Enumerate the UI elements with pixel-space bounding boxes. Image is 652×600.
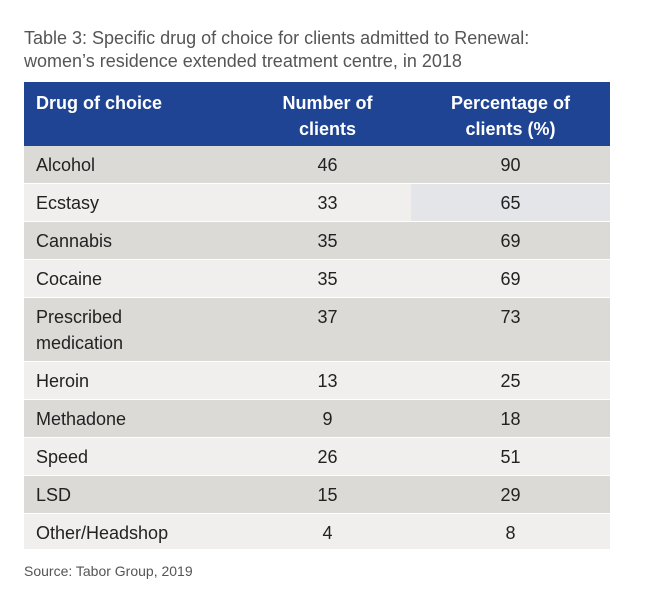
cell-drug: Cocaine — [24, 260, 244, 298]
header-number-line-1: Number of — [282, 93, 373, 113]
cell-number: 15 — [244, 476, 411, 514]
cell-percent: 65 — [411, 184, 610, 222]
cell-percent: 69 — [411, 260, 610, 298]
table-row: Prescribed medication 37 73 — [24, 298, 610, 362]
cell-number: 35 — [244, 222, 411, 260]
cell-number: 37 — [244, 298, 411, 362]
header-drug-of-choice: Drug of choice — [24, 82, 244, 146]
cell-number: 35 — [244, 260, 411, 298]
source-note: Source: Tabor Group, 2019 — [24, 563, 193, 579]
cell-number: 46 — [244, 146, 411, 184]
table-row: Speed 26 51 — [24, 438, 610, 476]
cell-percent: 69 — [411, 222, 610, 260]
header-number-of-clients: Number of clients — [244, 82, 411, 146]
cell-number: 9 — [244, 400, 411, 438]
cell-drug: Prescribed medication — [24, 298, 244, 362]
table-row: Methadone 9 18 — [24, 400, 610, 438]
cell-percent: 73 — [411, 298, 610, 362]
cell-number: 33 — [244, 184, 411, 222]
cell-drug: Methadone — [24, 400, 244, 438]
table-row: LSD 15 29 — [24, 476, 610, 514]
cell-percent: 18 — [411, 400, 610, 438]
table-header-row: Drug of choice Number of clients Percent… — [24, 82, 610, 146]
table-row: Heroin 13 25 — [24, 362, 610, 400]
cell-percent: 25 — [411, 362, 610, 400]
table-row: Other/Headshop 4 8 — [24, 514, 610, 550]
cell-drug: Speed — [24, 438, 244, 476]
cell-percent: 51 — [411, 438, 610, 476]
drug-choice-table: Drug of choice Number of clients Percent… — [24, 82, 610, 550]
cell-percent: 8 — [411, 514, 610, 550]
cell-number: 26 — [244, 438, 411, 476]
cell-drug-line-2: medication — [36, 333, 124, 353]
cell-drug-line-1: Prescribed — [36, 307, 123, 327]
caption-line-2: women’s residence extended treatment cen… — [24, 51, 462, 71]
caption-line-1: Table 3: Specific drug of choice for cli… — [24, 28, 530, 48]
cell-number: 13 — [244, 362, 411, 400]
cell-drug: Other/Headshop — [24, 514, 244, 550]
cell-percent: 90 — [411, 146, 610, 184]
cell-drug: LSD — [24, 476, 244, 514]
cell-drug: Cannabis — [24, 222, 244, 260]
header-number-line-2: clients — [298, 119, 357, 139]
table-caption: Table 3: Specific drug of choice for cli… — [24, 27, 624, 73]
table-row: Alcohol 46 90 — [24, 146, 610, 184]
header-percent-line-2: clients (%) — [465, 119, 556, 139]
table-row: Cocaine 35 69 — [24, 260, 610, 298]
cell-drug: Ecstasy — [24, 184, 244, 222]
cell-number: 4 — [244, 514, 411, 550]
cell-drug: Alcohol — [24, 146, 244, 184]
header-percent-line-1: Percentage of — [450, 93, 571, 113]
table-row: Ecstasy 33 65 — [24, 184, 610, 222]
header-drug-label: Drug of choice — [36, 93, 163, 113]
table-row: Cannabis 35 69 — [24, 222, 610, 260]
cell-drug: Heroin — [24, 362, 244, 400]
cell-percent: 29 — [411, 476, 610, 514]
header-percentage-of-clients: Percentage of clients (%) — [411, 82, 610, 146]
